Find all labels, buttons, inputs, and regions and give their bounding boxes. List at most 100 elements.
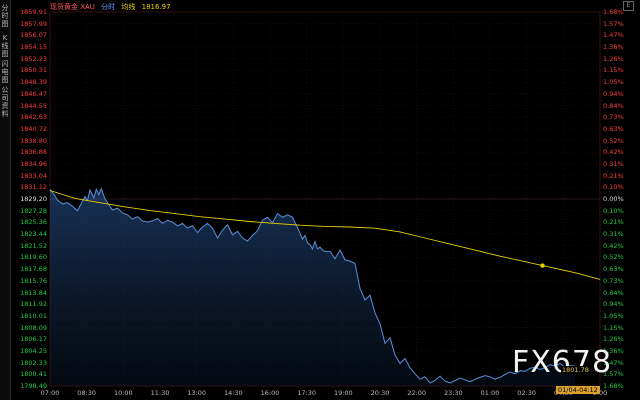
y-tick-label-left: 1836.88 bbox=[20, 148, 47, 157]
x-tick-label: 02:30 bbox=[517, 389, 537, 397]
y-tick-label-right: 0.42% bbox=[603, 148, 624, 157]
y-tick-label-right: 1.26% bbox=[603, 335, 624, 344]
y-tick-label-right: 0.73% bbox=[603, 113, 624, 122]
y-tick-label-left: 1804.25 bbox=[20, 346, 47, 355]
y-tick-label-right: 1.36% bbox=[603, 346, 624, 355]
y-tick-label-right: 0.00% bbox=[603, 195, 624, 203]
tab-company-info[interactable]: 公司资料 bbox=[1, 86, 9, 118]
y-tick-label-right: 0.31% bbox=[603, 159, 624, 168]
x-tick-label: 16:00 bbox=[260, 389, 280, 397]
y-tick-label-left: 1829.20 bbox=[20, 195, 47, 203]
avg-label: 均线 bbox=[121, 3, 136, 11]
sidebar: 分时图 K线图 闪电图 公司资料 bbox=[0, 0, 11, 400]
expand-button[interactable]: E bbox=[623, 1, 634, 11]
x-tick-label: 19:00 bbox=[333, 389, 353, 397]
x-tick-label: 5:00 bbox=[592, 389, 608, 397]
y-tick-label-left: 1857.99 bbox=[20, 19, 47, 28]
y-tick-label-left: 1800.41 bbox=[20, 370, 47, 379]
x-tick-label: 22:00 bbox=[407, 389, 427, 397]
y-tick-label-left: 1802.33 bbox=[20, 358, 47, 367]
y-tick-label-right: 1.05% bbox=[603, 78, 624, 87]
y-tick-label-left: 1842.63 bbox=[20, 113, 47, 122]
y-tick-label-left: 1819.60 bbox=[20, 253, 47, 262]
y-tick-label-left: 1846.47 bbox=[20, 89, 47, 98]
tab-kline[interactable]: K线图 bbox=[1, 34, 9, 58]
price-line bbox=[49, 187, 576, 384]
x-tick-label: 07:00 bbox=[40, 389, 60, 397]
tab-timeshare[interactable]: 分时图 bbox=[1, 4, 9, 28]
y-tick-label-left: 1813.84 bbox=[20, 288, 47, 297]
x-tick-label: 13:00 bbox=[187, 389, 207, 397]
y-tick-label-left: 1838.80 bbox=[20, 136, 47, 145]
y-tick-label-left: 1850.31 bbox=[20, 66, 47, 75]
y-tick-label-right: 1.57% bbox=[603, 19, 624, 28]
avg-value: 1816.97 bbox=[141, 3, 171, 11]
price-area bbox=[50, 188, 575, 386]
y-tick-label-right: 0.52% bbox=[603, 136, 624, 145]
y-tick-label-left: 1854.15 bbox=[20, 43, 47, 52]
y-tick-label-left: 1823.44 bbox=[20, 230, 47, 239]
average-line bbox=[49, 190, 601, 280]
y-tick-label-left: 1806.17 bbox=[20, 335, 47, 344]
y-tick-label-left: 1827.28 bbox=[20, 206, 47, 215]
y-tick-label-right: 0.94% bbox=[603, 300, 624, 309]
y-tick-label-right: 0.10% bbox=[603, 206, 624, 215]
y-tick-label-right: 0.52% bbox=[603, 253, 624, 262]
y-tick-label-left: 1852.23 bbox=[20, 54, 47, 63]
y-tick-label-right: 1.57% bbox=[603, 370, 624, 379]
chart-header: 现货黄金 XAU 分时 均线 1816.97 bbox=[50, 2, 175, 12]
y-tick-label-left: 1856.07 bbox=[20, 31, 47, 40]
y-tick-label-right: 0.31% bbox=[603, 230, 624, 239]
y-tick-label-left: 1844.55 bbox=[20, 101, 47, 110]
y-tick-label-right: 0.63% bbox=[603, 265, 624, 274]
y-tick-label-left: 1817.68 bbox=[20, 265, 47, 274]
x-tick-label: 14:30 bbox=[223, 389, 243, 397]
y-tick-label-left: 1810.01 bbox=[20, 311, 47, 320]
y-tick-label-left: 1859.91 bbox=[20, 8, 47, 16]
y-tick-label-right: 1.15% bbox=[603, 323, 624, 332]
y-tick-label-left: 1848.39 bbox=[20, 78, 47, 87]
y-tick-label-right: 1.05% bbox=[603, 311, 624, 320]
y-tick-label-right: 0.84% bbox=[603, 288, 624, 297]
y-tick-label-right: 0.21% bbox=[603, 218, 624, 227]
y-tick-label-left: 1825.36 bbox=[20, 218, 47, 227]
x-tick-label: 08:30 bbox=[77, 389, 97, 397]
mode-label: 分时 bbox=[101, 3, 116, 11]
y-tick-label-right: 0.94% bbox=[603, 89, 624, 98]
watermark-logo: FX678 bbox=[512, 345, 613, 380]
y-tick-label-right: 1.68% bbox=[603, 8, 624, 16]
y-tick-label-right: 1.15% bbox=[603, 66, 624, 75]
y-tick-label-right: 1.47% bbox=[603, 31, 624, 40]
tab-flash[interactable]: 闪电图 bbox=[1, 60, 9, 84]
y-tick-label-left: 1798.49 bbox=[20, 382, 47, 390]
last-price-tag: 1801.78 bbox=[561, 366, 590, 374]
y-tick-label-right: 1.47% bbox=[603, 358, 624, 367]
y-tick-label-left: 1840.72 bbox=[20, 124, 47, 133]
x-tick-label: 20:30 bbox=[370, 389, 390, 397]
y-tick-label-left: 1834.96 bbox=[20, 159, 47, 168]
y-tick-label-left: 1808.09 bbox=[20, 323, 47, 332]
average-marker bbox=[540, 263, 545, 268]
y-tick-label-left: 1815.76 bbox=[20, 276, 47, 285]
y-tick-label-left: 1821.52 bbox=[20, 241, 47, 250]
y-tick-label-right: 0.63% bbox=[603, 124, 624, 133]
x-tick-label: 17:30 bbox=[297, 389, 317, 397]
x-tick-label: 11:30 bbox=[150, 389, 170, 397]
y-tick-label-right: 1.68% bbox=[603, 382, 624, 390]
y-tick-label-right: 0.73% bbox=[603, 276, 624, 285]
x-tick-label: 10:00 bbox=[113, 389, 133, 397]
instrument-name: 现货黄金 XAU bbox=[50, 3, 95, 11]
y-tick-label-right: 0.10% bbox=[603, 183, 624, 192]
y-tick-label-right: 0.21% bbox=[603, 171, 624, 180]
y-tick-label-left: 1833.04 bbox=[20, 171, 47, 180]
y-tick-label-right: 1.36% bbox=[603, 43, 624, 52]
y-tick-label-right: 0.84% bbox=[603, 101, 624, 110]
cursor-time-label: 01/04-04:12 bbox=[556, 386, 600, 394]
x-tick-label: 01:00 bbox=[480, 389, 500, 397]
y-tick-label-right: 0.42% bbox=[603, 241, 624, 250]
x-tick-label: 23:30 bbox=[443, 389, 463, 397]
y-tick-label-left: 1831.12 bbox=[20, 183, 47, 192]
y-tick-label-left: 1811.92 bbox=[20, 300, 47, 309]
y-tick-label-right: 1.26% bbox=[603, 54, 624, 63]
